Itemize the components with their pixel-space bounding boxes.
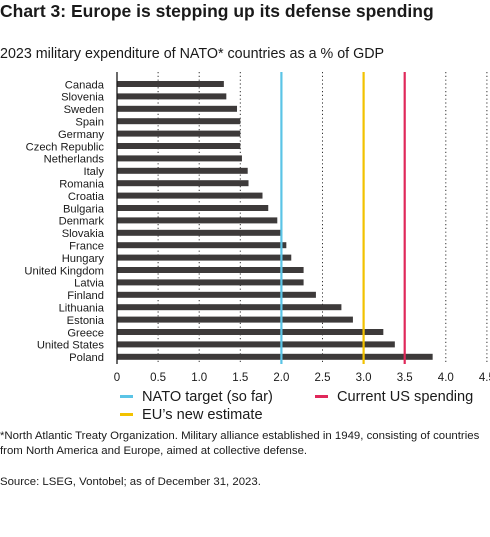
x-tick-label: 0.5 bbox=[150, 372, 166, 384]
bar bbox=[117, 155, 242, 162]
category-label: United States bbox=[37, 340, 105, 352]
legend-item-us-spending: Current US spending bbox=[315, 389, 473, 405]
category-label: Germany bbox=[58, 129, 104, 141]
category-label: Romania bbox=[59, 179, 105, 191]
bar bbox=[117, 341, 395, 348]
x-tick-label: 1.5 bbox=[232, 372, 248, 384]
us-spending-swatch bbox=[315, 394, 328, 398]
category-label: Italy bbox=[83, 166, 104, 178]
bar bbox=[117, 304, 342, 311]
legend-item-nato-target: NATO target (so far) bbox=[120, 389, 273, 405]
x-tick-label: 4.5 bbox=[479, 372, 490, 384]
category-label: Czech Republic bbox=[26, 141, 105, 153]
bar bbox=[117, 267, 304, 273]
bar bbox=[117, 316, 353, 323]
x-tick-label: 2.5 bbox=[315, 372, 331, 384]
category-label: Slovakia bbox=[62, 228, 105, 240]
legend-label-nato-target: NATO target (so far) bbox=[142, 389, 273, 405]
x-tick-label: 3.5 bbox=[397, 372, 413, 384]
category-label: Denmark bbox=[59, 216, 105, 228]
bar bbox=[117, 130, 241, 137]
bar bbox=[117, 81, 224, 87]
chart-subtitle: 2023 military expenditure of NATO* count… bbox=[0, 46, 385, 62]
category-label: Greece bbox=[67, 327, 104, 339]
category-label: Estonia bbox=[67, 315, 105, 327]
footnote: *North Atlantic Treaty Organization. Mil… bbox=[0, 430, 480, 457]
x-tick-label: 2.0 bbox=[273, 372, 289, 384]
bar bbox=[117, 167, 248, 174]
category-label: Spain bbox=[75, 117, 104, 129]
eu-estimate-swatch bbox=[120, 412, 133, 416]
bar bbox=[117, 279, 304, 286]
legend-label-us-spending: Current US spending bbox=[337, 389, 474, 405]
chart-title: Chart 3: Europe is stepping up its defen… bbox=[0, 1, 434, 21]
bar bbox=[117, 93, 227, 100]
category-label: Netherlands bbox=[44, 154, 105, 166]
bar bbox=[117, 229, 282, 236]
category-label: Slovenia bbox=[61, 92, 105, 104]
category-label: Sweden bbox=[64, 104, 104, 116]
legend-label-eu-estimate: EU’s new estimate bbox=[142, 407, 263, 423]
x-tick-label: 4.0 bbox=[438, 372, 454, 384]
category-label: France bbox=[69, 241, 104, 253]
bar bbox=[117, 205, 269, 211]
legend-item-eu-estimate: EU’s new estimate bbox=[120, 407, 263, 423]
x-tick-label: 3.0 bbox=[356, 372, 372, 384]
category-label: Hungary bbox=[62, 253, 105, 265]
category-label: Latvia bbox=[74, 278, 105, 290]
category-label: Lithuania bbox=[59, 303, 105, 315]
source-note: Source: LSEG, Vontobel; as of December 3… bbox=[0, 476, 261, 488]
bar bbox=[117, 180, 249, 187]
category-label: Croatia bbox=[68, 191, 105, 203]
bar bbox=[117, 254, 292, 261]
bar bbox=[117, 242, 287, 249]
bar bbox=[117, 192, 263, 199]
x-tick-label: 0 bbox=[114, 372, 120, 384]
bar bbox=[117, 217, 278, 224]
x-tick-label: 1.0 bbox=[191, 372, 207, 384]
bar bbox=[117, 291, 316, 298]
bar bbox=[117, 105, 238, 112]
bar bbox=[117, 329, 384, 335]
category-label: Finland bbox=[67, 290, 104, 302]
category-label: Poland bbox=[69, 352, 104, 364]
nato-target-swatch bbox=[120, 394, 133, 398]
category-label: United Kingdom bbox=[24, 265, 104, 277]
bar bbox=[117, 353, 433, 360]
category-label: Canada bbox=[65, 79, 105, 91]
bar bbox=[117, 118, 241, 125]
bar bbox=[117, 143, 241, 149]
category-label: Bulgaria bbox=[63, 203, 105, 215]
